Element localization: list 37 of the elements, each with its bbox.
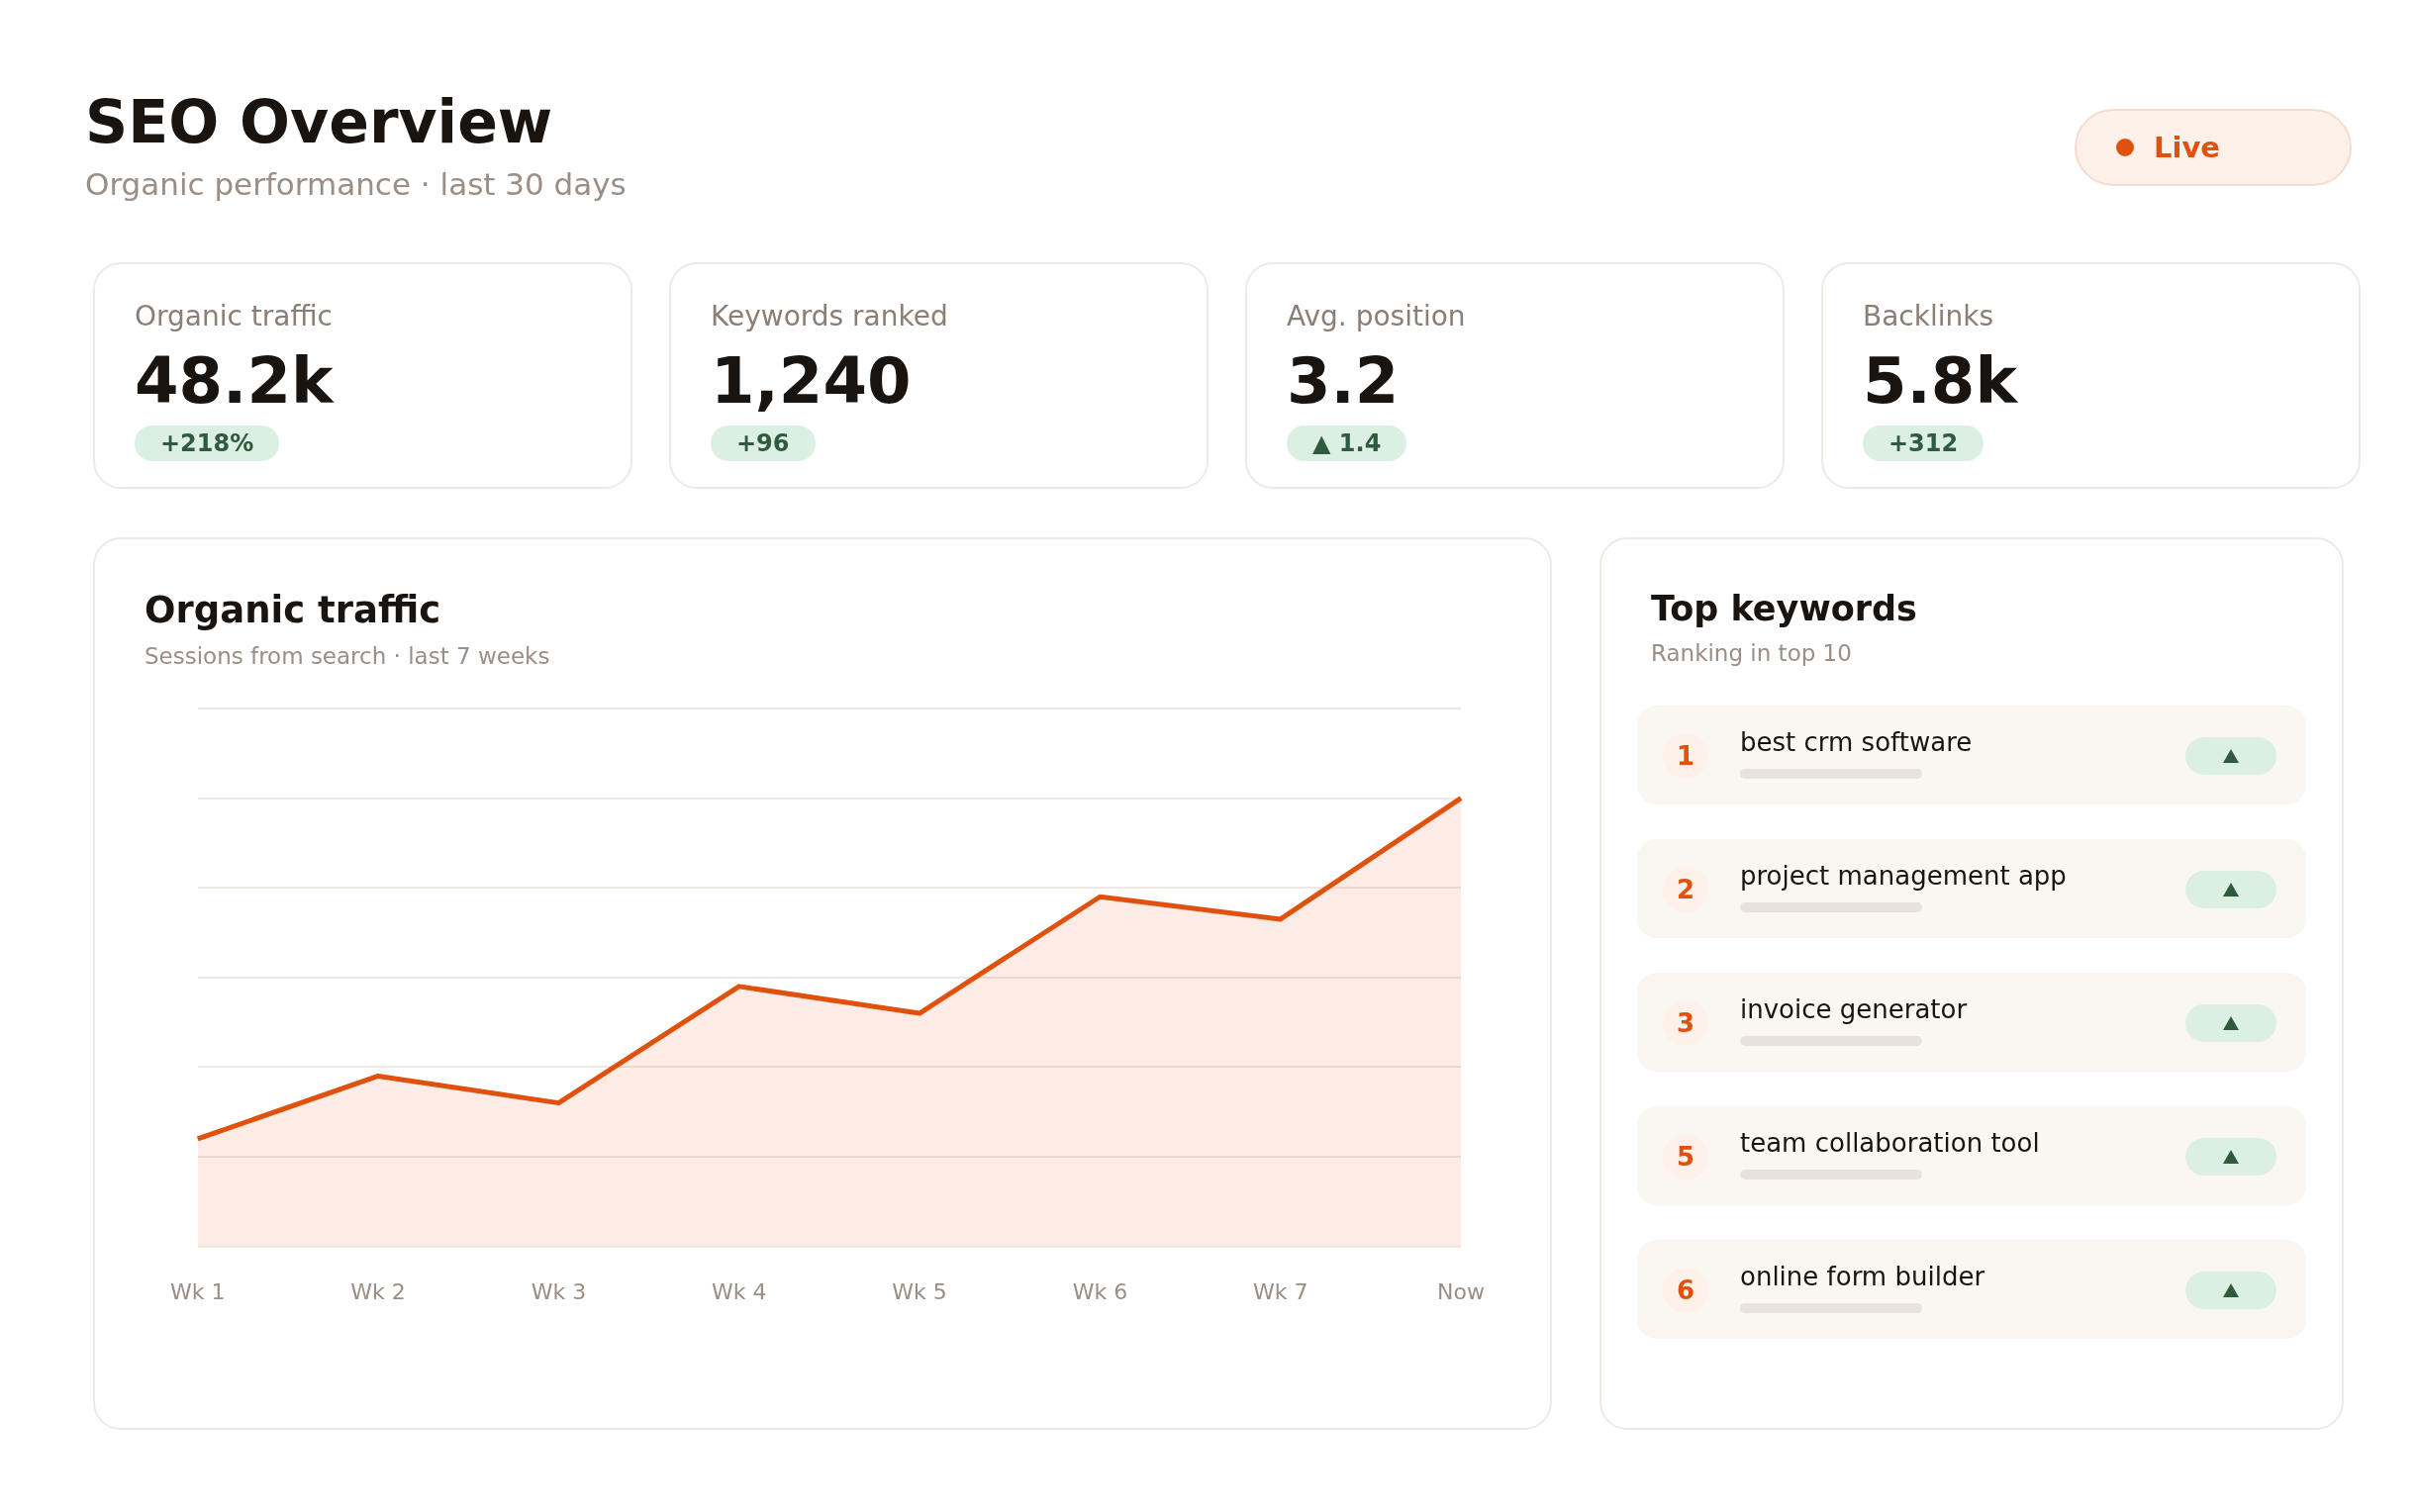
text: SEO Overview	[85, 87, 553, 156]
text: team collaboration tool	[1740, 1128, 2040, 1158]
x-tick-label: Wk 2	[350, 1278, 406, 1304]
chart-title: Organic traffic	[145, 589, 442, 631]
text: project management app	[1740, 861, 2067, 891]
text: Organic traffic	[135, 300, 334, 332]
text: +218%	[135, 425, 280, 461]
text: Keywords ranked	[711, 300, 949, 332]
text: 3	[1663, 1000, 1708, 1046]
x-tick-label: Now	[1437, 1278, 1486, 1304]
text: 1,240	[711, 344, 913, 418]
text: Live	[2154, 131, 2220, 164]
text: Ranking in top 10	[1650, 640, 1853, 666]
text: 5	[1663, 1134, 1708, 1180]
text: 5.8k	[1863, 344, 2019, 418]
x-tick-label: Wk 3	[531, 1278, 587, 1304]
text: 48.2k	[135, 344, 336, 418]
text: Backlinks	[1863, 300, 1995, 332]
text: best crm software	[1740, 727, 1973, 757]
x-tick-label: Wk 4	[711, 1278, 767, 1304]
chart-subtitle: Sessions from search · last 7 weeks	[145, 643, 551, 669]
text: ▲ 1.4	[1287, 425, 1407, 461]
text: 2	[1663, 867, 1708, 912]
text: Organic performance · last 30 days	[85, 166, 628, 202]
text: Avg. position	[1287, 300, 1467, 332]
text: +96	[711, 425, 816, 461]
x-tick-label: Wk 1	[170, 1278, 226, 1304]
x-tick-label: Wk 5	[892, 1278, 947, 1304]
x-tick-label: Wk 6	[1072, 1278, 1128, 1304]
text: online form builder	[1740, 1262, 1985, 1291]
text: 3.2	[1287, 344, 1401, 418]
text: 1	[1663, 733, 1708, 779]
x-tick-label: Wk 7	[1252, 1278, 1308, 1304]
text: +312	[1863, 425, 1984, 461]
text: 6	[1663, 1268, 1708, 1313]
text: invoice generator	[1740, 994, 1968, 1024]
text: Top keywords	[1650, 589, 1918, 628]
